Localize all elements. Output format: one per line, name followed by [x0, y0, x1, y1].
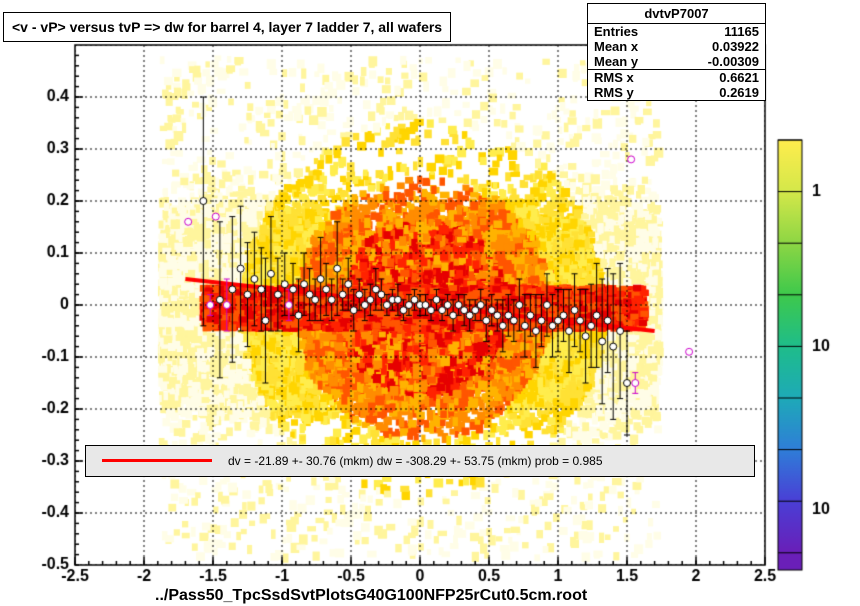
- stats-rmsx: 0.6621: [719, 70, 759, 85]
- x-axis-label: ../Pass50_TpcSsdSvtPlotsG40G100NFP25rCut…: [155, 587, 587, 605]
- chart-title: <v - vP> versus tvP => dw for barrel 4, …: [3, 12, 451, 42]
- stats-meanx-label: Mean x: [594, 39, 638, 54]
- stats-rmsx-label: RMS x: [594, 70, 634, 85]
- stats-meany: -0.00309: [708, 54, 759, 69]
- stats-name: dvtvP7007: [588, 4, 765, 24]
- stats-entries-label: Entries: [594, 24, 638, 39]
- stats-entries: 11165: [724, 24, 759, 39]
- stats-box: dvtvP7007 Entries 11165 Mean x 0.03922 Mea…: [587, 3, 766, 101]
- fit-legend: dv = -21.89 +- 30.76 (mkm) dw = -308.29 …: [85, 445, 755, 476]
- stats-rmsy-label: RMS y: [594, 85, 634, 100]
- stats-meany-label: Mean y: [594, 54, 638, 69]
- stats-rmsy: 0.2619: [719, 85, 759, 100]
- fit-legend-line: [102, 459, 212, 462]
- fit-legend-text: dv = -21.89 +- 30.76 (mkm) dw = -308.29 …: [228, 454, 603, 468]
- stats-meanx: 0.03922: [712, 39, 759, 54]
